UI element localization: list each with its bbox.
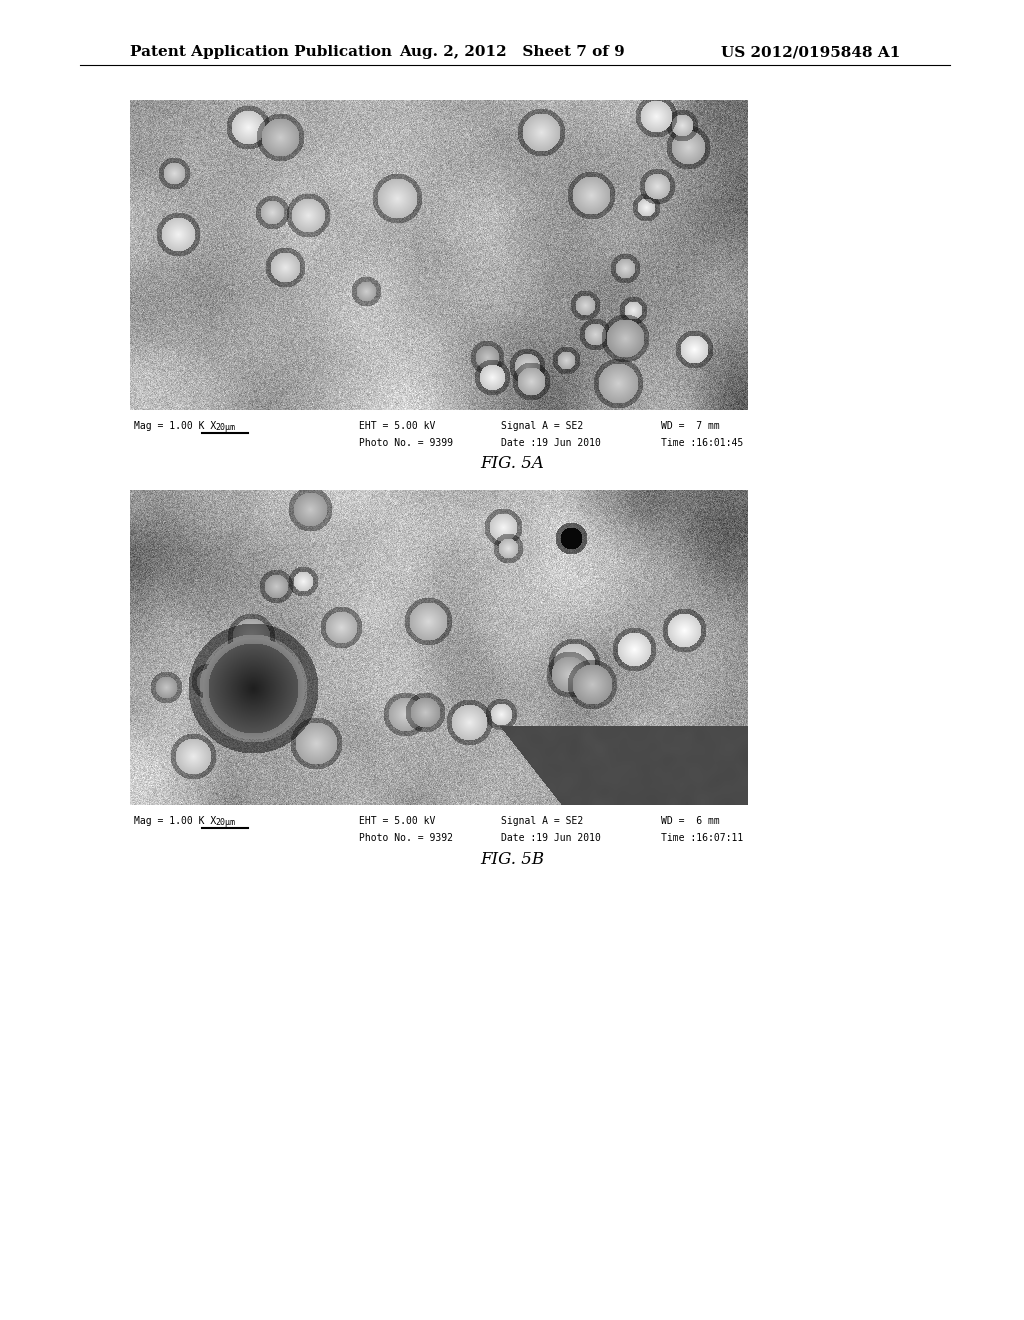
Text: 20μm: 20μm bbox=[215, 422, 234, 432]
Text: Date :19 Jun 2010: Date :19 Jun 2010 bbox=[501, 833, 601, 843]
Text: Photo No. = 9399: Photo No. = 9399 bbox=[358, 438, 453, 447]
Text: Mag = 1.00 K X: Mag = 1.00 K X bbox=[134, 421, 216, 432]
Text: Patent Application Publication: Patent Application Publication bbox=[130, 45, 392, 59]
Text: US 2012/0195848 A1: US 2012/0195848 A1 bbox=[721, 45, 900, 59]
Text: Time :16:01:45: Time :16:01:45 bbox=[662, 438, 743, 447]
Text: FIG. 5B: FIG. 5B bbox=[480, 850, 544, 867]
Text: Aug. 2, 2012   Sheet 7 of 9: Aug. 2, 2012 Sheet 7 of 9 bbox=[399, 45, 625, 59]
Text: Mag = 1.00 K X: Mag = 1.00 K X bbox=[134, 816, 216, 826]
Text: EHT = 5.00 kV: EHT = 5.00 kV bbox=[358, 816, 435, 826]
Text: WD =  6 mm: WD = 6 mm bbox=[662, 816, 720, 826]
Text: Photo No. = 9392: Photo No. = 9392 bbox=[358, 833, 453, 843]
Text: Signal A = SE2: Signal A = SE2 bbox=[501, 816, 583, 826]
Text: FIG. 5A: FIG. 5A bbox=[480, 455, 544, 473]
Text: EHT = 5.00 kV: EHT = 5.00 kV bbox=[358, 421, 435, 432]
Text: WD =  7 mm: WD = 7 mm bbox=[662, 421, 720, 432]
Text: 20μm: 20μm bbox=[215, 818, 234, 826]
Text: Date :19 Jun 2010: Date :19 Jun 2010 bbox=[501, 438, 601, 447]
Text: Signal A = SE2: Signal A = SE2 bbox=[501, 421, 583, 432]
Text: Time :16:07:11: Time :16:07:11 bbox=[662, 833, 743, 843]
